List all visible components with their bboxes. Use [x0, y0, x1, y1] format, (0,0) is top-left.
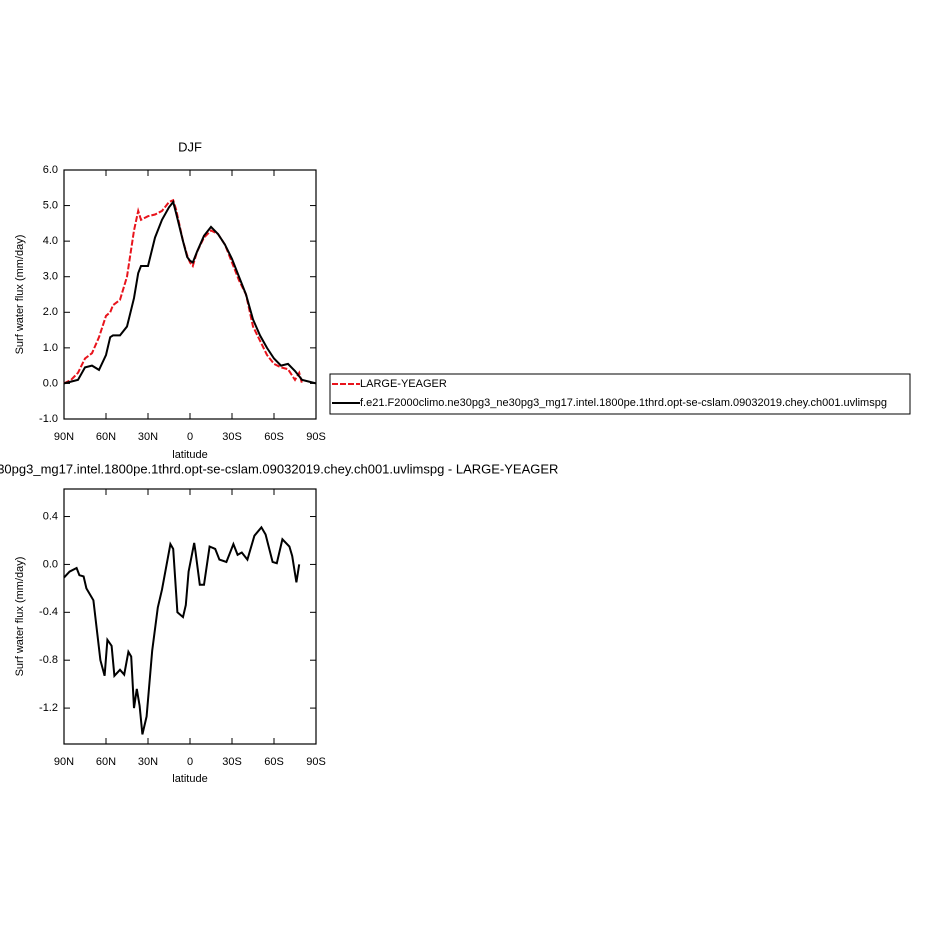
data-line [63, 525, 301, 735]
y-tick-label: -1.0 [39, 413, 58, 425]
y-tick-label: 4.0 [43, 235, 58, 247]
x-tick-label: 60S [264, 756, 284, 768]
y-tick-label: 0.0 [43, 377, 58, 389]
x-tick-label: 0 [187, 431, 193, 443]
y-axis-label: Surf water flux (mm/day) [14, 235, 26, 355]
x-tick-label: 90S [306, 431, 326, 443]
x-tick-label: 60N [96, 431, 116, 443]
x-tick-label: 30S [222, 756, 242, 768]
legend-label: f.e21.F2000climo.ne30pg3_ne30pg3_mg17.in… [360, 397, 887, 409]
y-tick-label: 6.0 [43, 164, 58, 176]
x-tick-label: 60N [96, 756, 116, 768]
y-tick-label: -0.4 [39, 606, 58, 618]
y-tick-label: -0.8 [39, 654, 58, 666]
plot-frame [63, 488, 317, 745]
x-tick-label: 90N [54, 756, 74, 768]
x-tick-label: 0 [187, 756, 193, 768]
x-tick-label: 30N [138, 431, 158, 443]
x-axis-label: latitude [172, 773, 207, 785]
x-tick-label: 90N [54, 431, 74, 443]
x-tick-label: 60S [264, 431, 284, 443]
x-tick-label: 30S [222, 431, 242, 443]
data-line [63, 199, 317, 385]
y-tick-label: 5.0 [43, 199, 58, 211]
plot-frame [63, 169, 317, 420]
data-line [63, 198, 303, 385]
chart-title: DJF [178, 139, 202, 154]
y-tick-label: 3.0 [43, 271, 58, 283]
y-tick-label: 0.4 [43, 510, 58, 522]
y-axis-label: Surf water flux (mm/day) [14, 557, 26, 677]
legend-box [329, 373, 911, 415]
x-axis-label: latitude [172, 449, 207, 461]
chart-title: f.e21.F2000climo.ne30pg3_ne30pg3_mg17.in… [0, 461, 558, 476]
x-tick-label: 30N [138, 756, 158, 768]
y-tick-label: -1.2 [39, 702, 58, 714]
y-tick-label: 2.0 [43, 306, 58, 318]
legend-label: LARGE-YEAGER [360, 378, 447, 390]
y-tick-label: 0.0 [43, 558, 58, 570]
x-tick-label: 90S [306, 756, 326, 768]
y-tick-label: 1.0 [43, 342, 58, 354]
